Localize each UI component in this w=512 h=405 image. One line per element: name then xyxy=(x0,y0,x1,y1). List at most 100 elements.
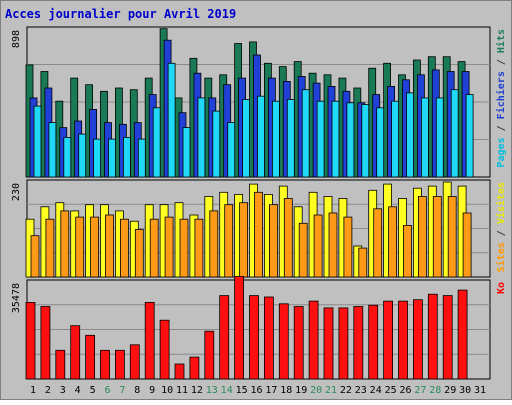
bar-kb-day-26 xyxy=(398,300,408,380)
panel-kb: 35478 Ko xyxy=(11,276,507,380)
day-label-30: 30 xyxy=(459,385,471,396)
bar-kb-day-4 xyxy=(70,325,81,380)
bar-pages-day-8 xyxy=(137,138,146,178)
bar-pages-day-30 xyxy=(465,94,474,178)
ytick-label-visits_sites: 230 xyxy=(11,183,22,201)
bar-sites-day-12 xyxy=(194,218,204,278)
bar-pages-day-24 xyxy=(376,107,385,178)
bar-kb-day-10 xyxy=(159,319,170,380)
bar-sites-day-5 xyxy=(90,216,99,278)
bar-pages-day-28 xyxy=(435,97,444,178)
day-label-23: 23 xyxy=(355,385,367,396)
bar-sites-day-11 xyxy=(179,218,189,278)
bar-pages-day-13 xyxy=(212,110,221,178)
day-label-7: 7 xyxy=(119,385,125,396)
day-label-21: 21 xyxy=(325,385,337,396)
day-label-5: 5 xyxy=(90,385,96,396)
bar-kb-day-15 xyxy=(234,276,245,380)
bar-kb-day-24 xyxy=(368,304,379,380)
bar-sites-day-23 xyxy=(358,247,368,278)
day-label-16: 16 xyxy=(250,385,262,396)
bar-sites-day-22 xyxy=(343,216,353,278)
bar-sites-day-25 xyxy=(388,206,398,278)
day-label-11: 11 xyxy=(176,385,188,396)
bar-pages-day-19 xyxy=(301,89,310,178)
axis-label-part-hits_files_pages-3: / xyxy=(496,53,507,71)
day-label-14: 14 xyxy=(221,385,233,396)
bar-kb-day-21 xyxy=(323,307,334,380)
day-label-1: 1 xyxy=(30,385,36,396)
bar-pages-day-6 xyxy=(108,138,116,178)
bar-kb-day-16 xyxy=(249,295,259,380)
bar-kb-day-13 xyxy=(204,330,215,380)
bar-kb-day-27 xyxy=(412,299,423,380)
chart-title: Acces journalier pour Avril 2019 xyxy=(5,7,236,21)
bar-kb-day-14 xyxy=(219,295,230,380)
bar-pages-day-3 xyxy=(63,136,72,178)
axis-label-part-hits_files_pages-1: / xyxy=(496,119,507,137)
bar-sites-day-19 xyxy=(298,222,308,278)
bar-sites-day-21 xyxy=(328,212,338,278)
panel-hits_files_pages: 898 Pages / Fichiers / Hits xyxy=(11,26,507,178)
ytick-label-hits_files_pages: 898 xyxy=(11,30,22,48)
bar-sites-day-3 xyxy=(60,210,70,278)
day-label-18: 18 xyxy=(280,385,292,396)
bar-pages-day-27 xyxy=(420,97,429,178)
bar-sites-day-24 xyxy=(373,208,383,278)
bar-kb-day-17 xyxy=(263,296,274,380)
bar-sites-day-2 xyxy=(45,218,55,278)
bar-pages-day-25 xyxy=(391,100,400,178)
bar-kb-day-19 xyxy=(293,306,304,380)
day-label-22: 22 xyxy=(340,385,352,396)
bar-pages-day-10 xyxy=(167,62,176,178)
day-label-2: 2 xyxy=(45,385,51,396)
bar-sites-day-16 xyxy=(254,191,263,278)
bar-pages-day-15 xyxy=(242,99,251,178)
bar-pages-day-14 xyxy=(227,122,236,178)
bar-sites-day-6 xyxy=(105,214,114,278)
bar-kb-day-18 xyxy=(278,303,289,380)
axis-label-part-hits_files_pages-0: Pages xyxy=(496,137,507,167)
bar-kb-day-22 xyxy=(338,307,349,380)
bar-kb-day-12 xyxy=(189,356,200,380)
day-label-28: 28 xyxy=(429,385,441,396)
day-label-9: 9 xyxy=(149,385,155,396)
bar-pages-day-11 xyxy=(182,127,191,178)
axis-label-hits_files_pages: Pages / Fichiers / Hits xyxy=(495,29,507,168)
day-label-15: 15 xyxy=(236,385,248,396)
axis-label-part-kb-0: Ko xyxy=(496,282,507,294)
bar-pages-day-22 xyxy=(346,102,355,178)
day-label-26: 26 xyxy=(399,385,411,396)
bar-kb-day-2 xyxy=(40,306,51,380)
axis-label-part-visits_sites-0: Sites xyxy=(495,242,507,272)
bar-kb-day-5 xyxy=(85,334,95,380)
ytick-label-kb: 35478 xyxy=(11,283,22,313)
bar-sites-day-9 xyxy=(149,218,159,278)
day-label-31: 31 xyxy=(474,385,486,396)
bar-kb-day-30 xyxy=(457,289,468,380)
bar-sites-day-8 xyxy=(134,229,144,278)
day-label-3: 3 xyxy=(60,385,66,396)
day-label-4: 4 xyxy=(75,385,81,396)
axis-label-visits_sites: Sites / Visites xyxy=(495,182,507,272)
bar-sites-day-30 xyxy=(462,212,472,278)
bar-kb-day-6 xyxy=(100,349,110,380)
bar-pages-day-23 xyxy=(361,104,370,178)
bar-sites-day-28 xyxy=(432,196,442,278)
bar-pages-day-7 xyxy=(123,136,131,178)
bar-kb-day-28 xyxy=(427,293,438,380)
bar-sites-day-17 xyxy=(268,204,278,278)
bar-sites-day-15 xyxy=(239,202,249,278)
day-label-29: 29 xyxy=(444,385,456,396)
day-label-10: 10 xyxy=(161,385,173,396)
bar-sites-day-18 xyxy=(283,198,293,278)
bar-pages-day-2 xyxy=(48,122,57,178)
bar-sites-day-1 xyxy=(30,235,40,278)
bar-kb-day-25 xyxy=(383,300,394,380)
bar-kb-day-1 xyxy=(25,301,36,380)
bar-pages-day-12 xyxy=(197,97,206,178)
axis-label-part-visits_sites-2: Visites xyxy=(495,182,507,224)
day-label-6: 6 xyxy=(104,385,110,396)
